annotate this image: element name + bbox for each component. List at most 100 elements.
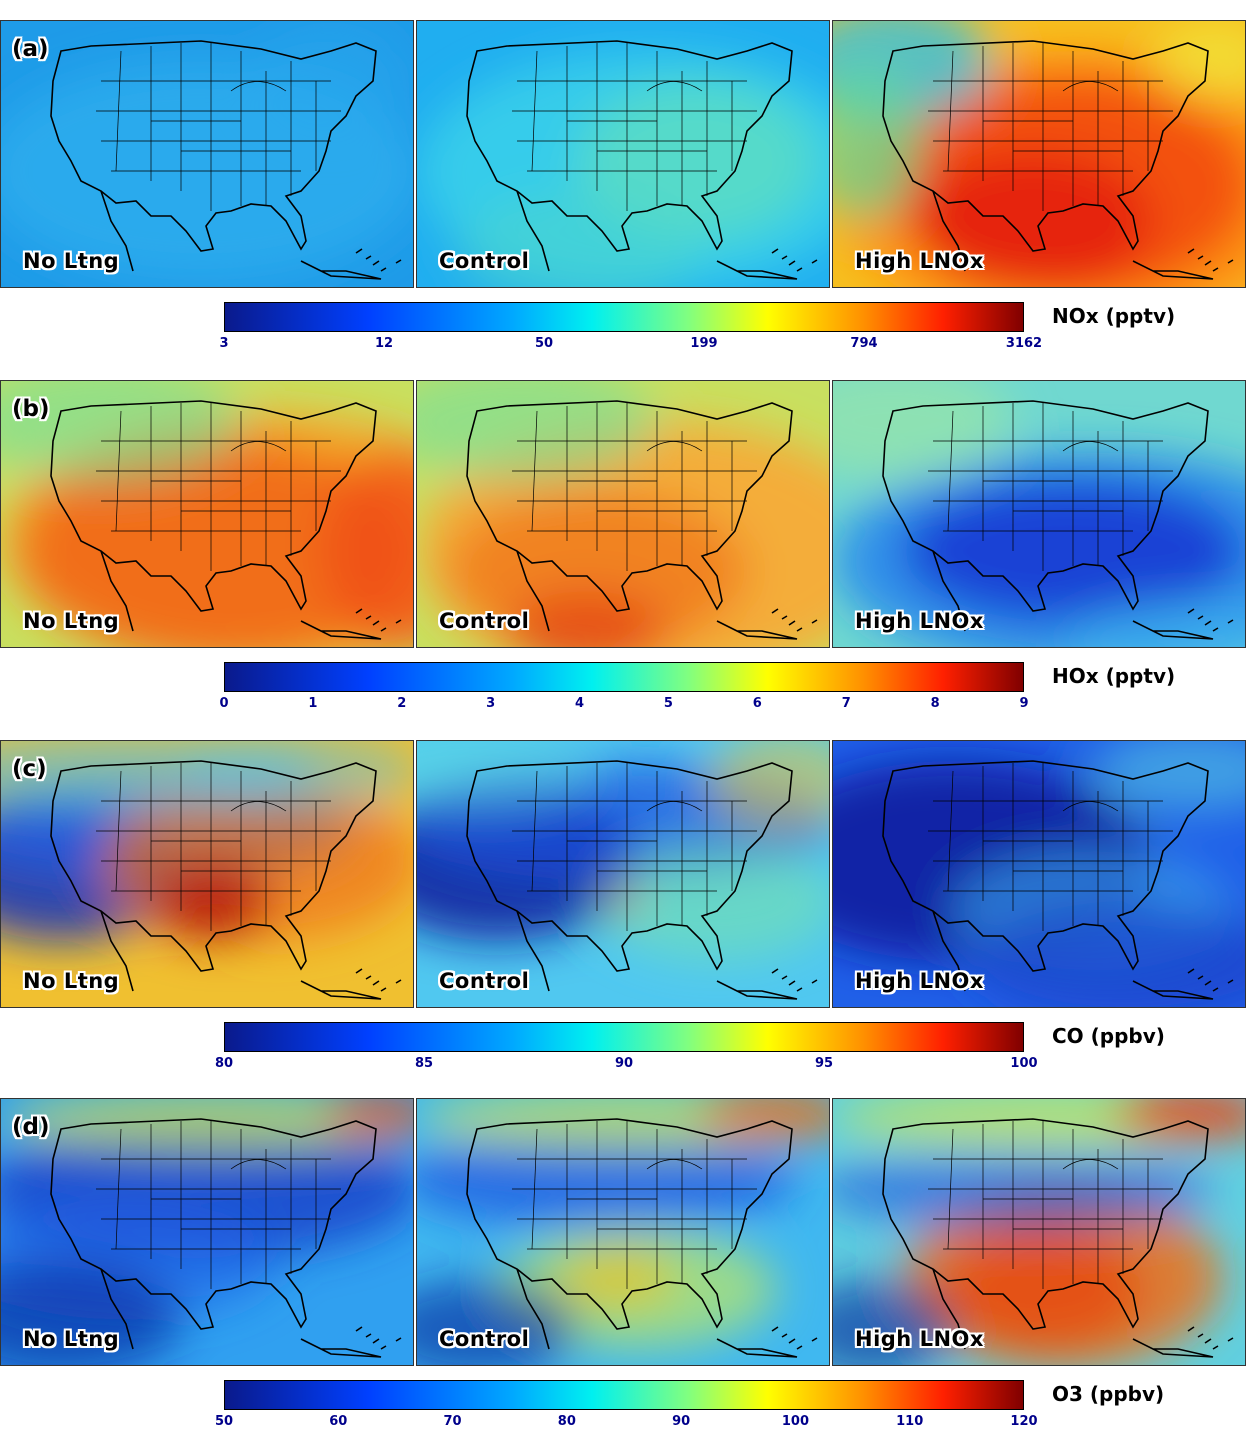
colorbar-tick-label: 50 (214, 1414, 234, 1429)
coastline (516, 550, 818, 640)
state-boundary (646, 441, 703, 452)
state-boundary (531, 1128, 538, 1250)
country-outline (882, 1118, 1209, 1330)
coastline (516, 1268, 818, 1358)
colorbar (224, 1380, 1024, 1410)
panel-label: No Ltng (23, 609, 120, 633)
colorbar-ticks: 0 1 2 3 4 5 6 7 8 9 (219, 696, 1028, 712)
state-boundary (646, 81, 703, 92)
colorbar-tick-label: 120 (1010, 1414, 1038, 1429)
map-field (833, 741, 1245, 1007)
colorbar-title: NOx (pptv) (1052, 304, 1176, 328)
map-panel: No Ltng (0, 20, 414, 288)
colorbar-tick-label: 60 (329, 1414, 348, 1429)
state-boundary (531, 770, 538, 892)
state-boundary (1062, 81, 1119, 92)
map-field (1, 381, 413, 647)
state-boundary (646, 1159, 703, 1170)
colorbar-tick-label: 90 (672, 1414, 691, 1429)
map-field (833, 1099, 1245, 1365)
map-panel: High LNOx (832, 20, 1246, 288)
country-outline (882, 400, 1209, 612)
state-boundary (115, 50, 122, 172)
colorbar-tick-label: 110 (896, 1414, 924, 1429)
colorbar-tick-label: 80 (557, 1414, 576, 1429)
map-field (1, 21, 413, 287)
colorbar (224, 662, 1024, 692)
country-outline (50, 400, 377, 612)
colorbar-ticks: 50 60 70 80 90 100 110 120 (215, 1414, 1038, 1430)
colorbar-tick-label: 95 (814, 1056, 834, 1071)
map-field (417, 381, 829, 647)
state-boundary (531, 50, 538, 172)
colorbar-tick-label: 5 (663, 696, 673, 711)
colorbar-title: HOx (pptv) (1052, 664, 1176, 688)
colorbar-tick-label: 3 (219, 336, 229, 351)
state-boundary (230, 81, 287, 92)
panel-label: Control (439, 1327, 530, 1351)
colorbar-tick-label: 3 (486, 696, 496, 711)
colorbar-tick-label: 85 (414, 1056, 434, 1071)
colorbar-tick-label: 70 (443, 1414, 462, 1429)
map-panel: Control (416, 740, 830, 1008)
colorbar-tick-label: 2 (397, 696, 407, 711)
map-panel: Control (416, 380, 830, 648)
state-boundary (1062, 1159, 1119, 1170)
coastline (100, 190, 402, 280)
coastline (932, 550, 1234, 640)
map-panel: No Ltng (0, 740, 414, 1008)
colorbar-tick-label: 100 (781, 1414, 809, 1429)
state-boundary (1062, 801, 1119, 812)
state-boundary (115, 410, 122, 532)
map-field (833, 21, 1245, 287)
panel-label: Control (439, 609, 530, 633)
colorbar-tick-label: 12 (374, 336, 394, 351)
country-outline (466, 760, 793, 972)
country-outline (50, 40, 377, 252)
panel-label: No Ltng (23, 249, 120, 273)
map-panel: No Ltng (0, 380, 414, 648)
figure-row: (d) No Ltng Control High LNOx 50 60 70 80 90 100 1… (0, 1098, 1248, 1429)
coastline (932, 1268, 1234, 1358)
panel-label: Control (439, 249, 530, 273)
colorbar-tick-label: 7 (841, 696, 851, 711)
map-panel: High LNOx (832, 740, 1246, 1008)
coastline (932, 910, 1234, 1000)
colorbar-ticks: 80 85 90 95 100 (215, 1056, 1038, 1072)
colorbar-tick-label: 0 (219, 696, 229, 711)
coastline (932, 190, 1234, 280)
colorbar-title: O3 (ppbv) (1052, 1382, 1165, 1406)
country-outline (882, 760, 1209, 972)
state-boundary (115, 1128, 122, 1250)
colorbar-tick-label: 90 (614, 1056, 634, 1071)
country-outline (466, 1118, 793, 1330)
colorbar-ticks: 3 12 50 199 794 3162 (219, 336, 1042, 352)
map-panel: Control (416, 20, 830, 288)
state-boundary (115, 770, 122, 892)
state-boundary (230, 1159, 287, 1170)
colorbar (224, 302, 1024, 332)
row-label: (c) (12, 756, 47, 782)
panel-label: High LNOx (855, 969, 984, 993)
coastline (100, 1268, 402, 1358)
panel-label: High LNOx (855, 1327, 984, 1351)
state-boundary (947, 770, 954, 892)
map-field (417, 21, 829, 287)
panel-label: No Ltng (23, 969, 120, 993)
colorbar-tick-label: 6 (752, 696, 762, 711)
map-field (833, 381, 1245, 647)
map-panel: No Ltng (0, 1098, 414, 1366)
map-field (417, 1099, 829, 1365)
figure-row: (a) No Ltng Control High LNOx 3 12 50 199 794 316… (0, 20, 1248, 351)
map-field (1, 741, 413, 1007)
colorbar-tick-label: 199 (690, 336, 718, 351)
map-panel: High LNOx (832, 1098, 1246, 1366)
colorbar-tick-label: 794 (850, 336, 878, 351)
colorbar-tick-label: 1 (308, 696, 318, 711)
colorbar-tick-label: 50 (534, 336, 554, 351)
coastline (516, 910, 818, 1000)
map-panel: Control (416, 1098, 830, 1366)
figure-row: (c) No Ltng Control High LNOx 80 85 90 95 100 CO … (0, 740, 1248, 1071)
colorbar-tick-label: 3162 (1005, 336, 1043, 351)
colorbar (224, 1022, 1024, 1052)
